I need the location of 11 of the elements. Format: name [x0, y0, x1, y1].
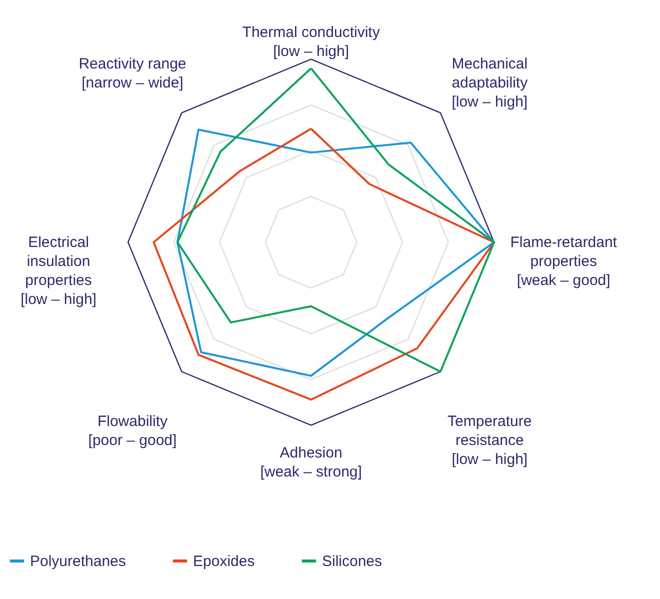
legend-label: Epoxides	[193, 553, 255, 570]
spoke-label: Electrical insulation properties [low – high]	[20, 234, 96, 308]
legend-label: Polyurethanes	[30, 553, 126, 570]
spoke-label: Thermal conductivity [low – high]	[242, 24, 380, 60]
spoke-label: Reactivity range [narrow – wide]	[78, 56, 186, 92]
spoke-label: Flowability [poor – good]	[88, 412, 177, 449]
legend-label: Silicones	[322, 553, 382, 570]
spoke-label: Flame-retardant properties [weak – good]	[510, 234, 618, 290]
spoke-label: Mechanical adaptability [low – high]	[452, 56, 528, 111]
spoke-label: Adhesion [weak – strong]	[260, 444, 362, 481]
spoke-label: Temperature resistance [low – high]	[448, 412, 532, 468]
